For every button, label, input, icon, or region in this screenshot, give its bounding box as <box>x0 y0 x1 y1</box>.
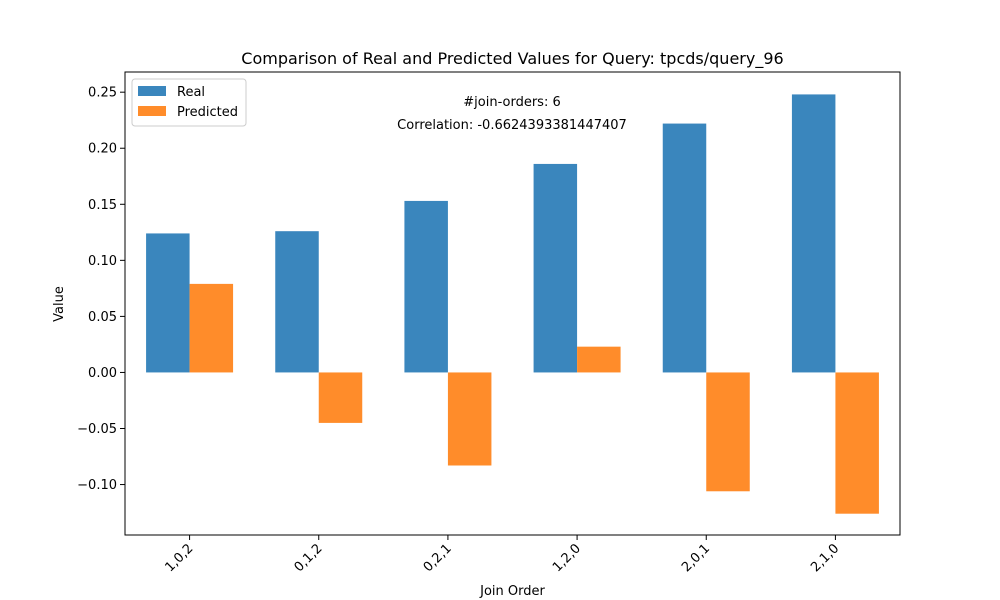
x-tick-label: 1,0,2 <box>162 541 196 575</box>
bar-predicted-2-0-1 <box>706 372 750 492</box>
y-tick-label: 0.20 <box>88 142 117 157</box>
bar-real-0-1-2 <box>275 231 319 373</box>
y-tick-label: 0.10 <box>88 254 117 269</box>
legend-swatch-predicted <box>138 106 166 116</box>
x-tick-label: 1,2,0 <box>550 541 584 575</box>
y-tick-label: 0.05 <box>88 310 117 325</box>
y-tick-label: 0.25 <box>88 86 117 101</box>
x-tick-label: 2,0,1 <box>679 541 713 575</box>
x-axis-label: Join Order <box>479 584 545 599</box>
bar-predicted-1-0-2 <box>189 283 234 373</box>
legend-swatch-real <box>138 86 166 96</box>
y-tick-label: −0.10 <box>77 478 117 493</box>
correlation-annotation: Correlation: -0.6624393381447407 <box>397 118 627 133</box>
y-tick-label: 0.00 <box>88 366 117 381</box>
x-tick-label: 0,2,1 <box>421 541 455 575</box>
bar-real-2-1-0 <box>791 94 836 373</box>
legend-label-predicted: Predicted <box>177 105 238 120</box>
y-axis: −0.10 −0.05 0.00 0.05 0.10 0.15 0.20 0.25 <box>77 86 125 493</box>
y-tick-label: 0.15 <box>88 198 117 213</box>
legend: Real Predicted <box>131 78 247 127</box>
plot-frame <box>124 71 901 536</box>
x-axis: 1,0,2 0,1,2 0,2,1 1,2,0 2,0,1 2,1,0 <box>162 535 842 575</box>
bar-predicted-0-1-2 <box>318 372 363 423</box>
bar-real-0-2-1 <box>404 200 448 373</box>
y-tick-label: −0.05 <box>77 422 117 437</box>
x-tick-label: 2,1,0 <box>808 541 842 575</box>
x-tick-label: 0,1,2 <box>292 541 326 575</box>
chart-title: Comparison of Real and Predicted Values … <box>241 49 783 69</box>
bars-group <box>146 94 879 514</box>
bar-predicted-2-1-0 <box>835 372 879 514</box>
bar-real-1-0-2 <box>146 233 190 373</box>
bar-real-2-0-1 <box>662 123 707 373</box>
y-axis-label: Value <box>52 286 67 322</box>
join-orders-annotation: #join-orders: 6 <box>463 95 560 110</box>
bar-predicted-0-2-1 <box>447 372 492 466</box>
bar-real-1-2-0 <box>533 163 578 373</box>
legend-label-real: Real <box>177 85 205 100</box>
bar-predicted-1-2-0 <box>577 346 621 373</box>
